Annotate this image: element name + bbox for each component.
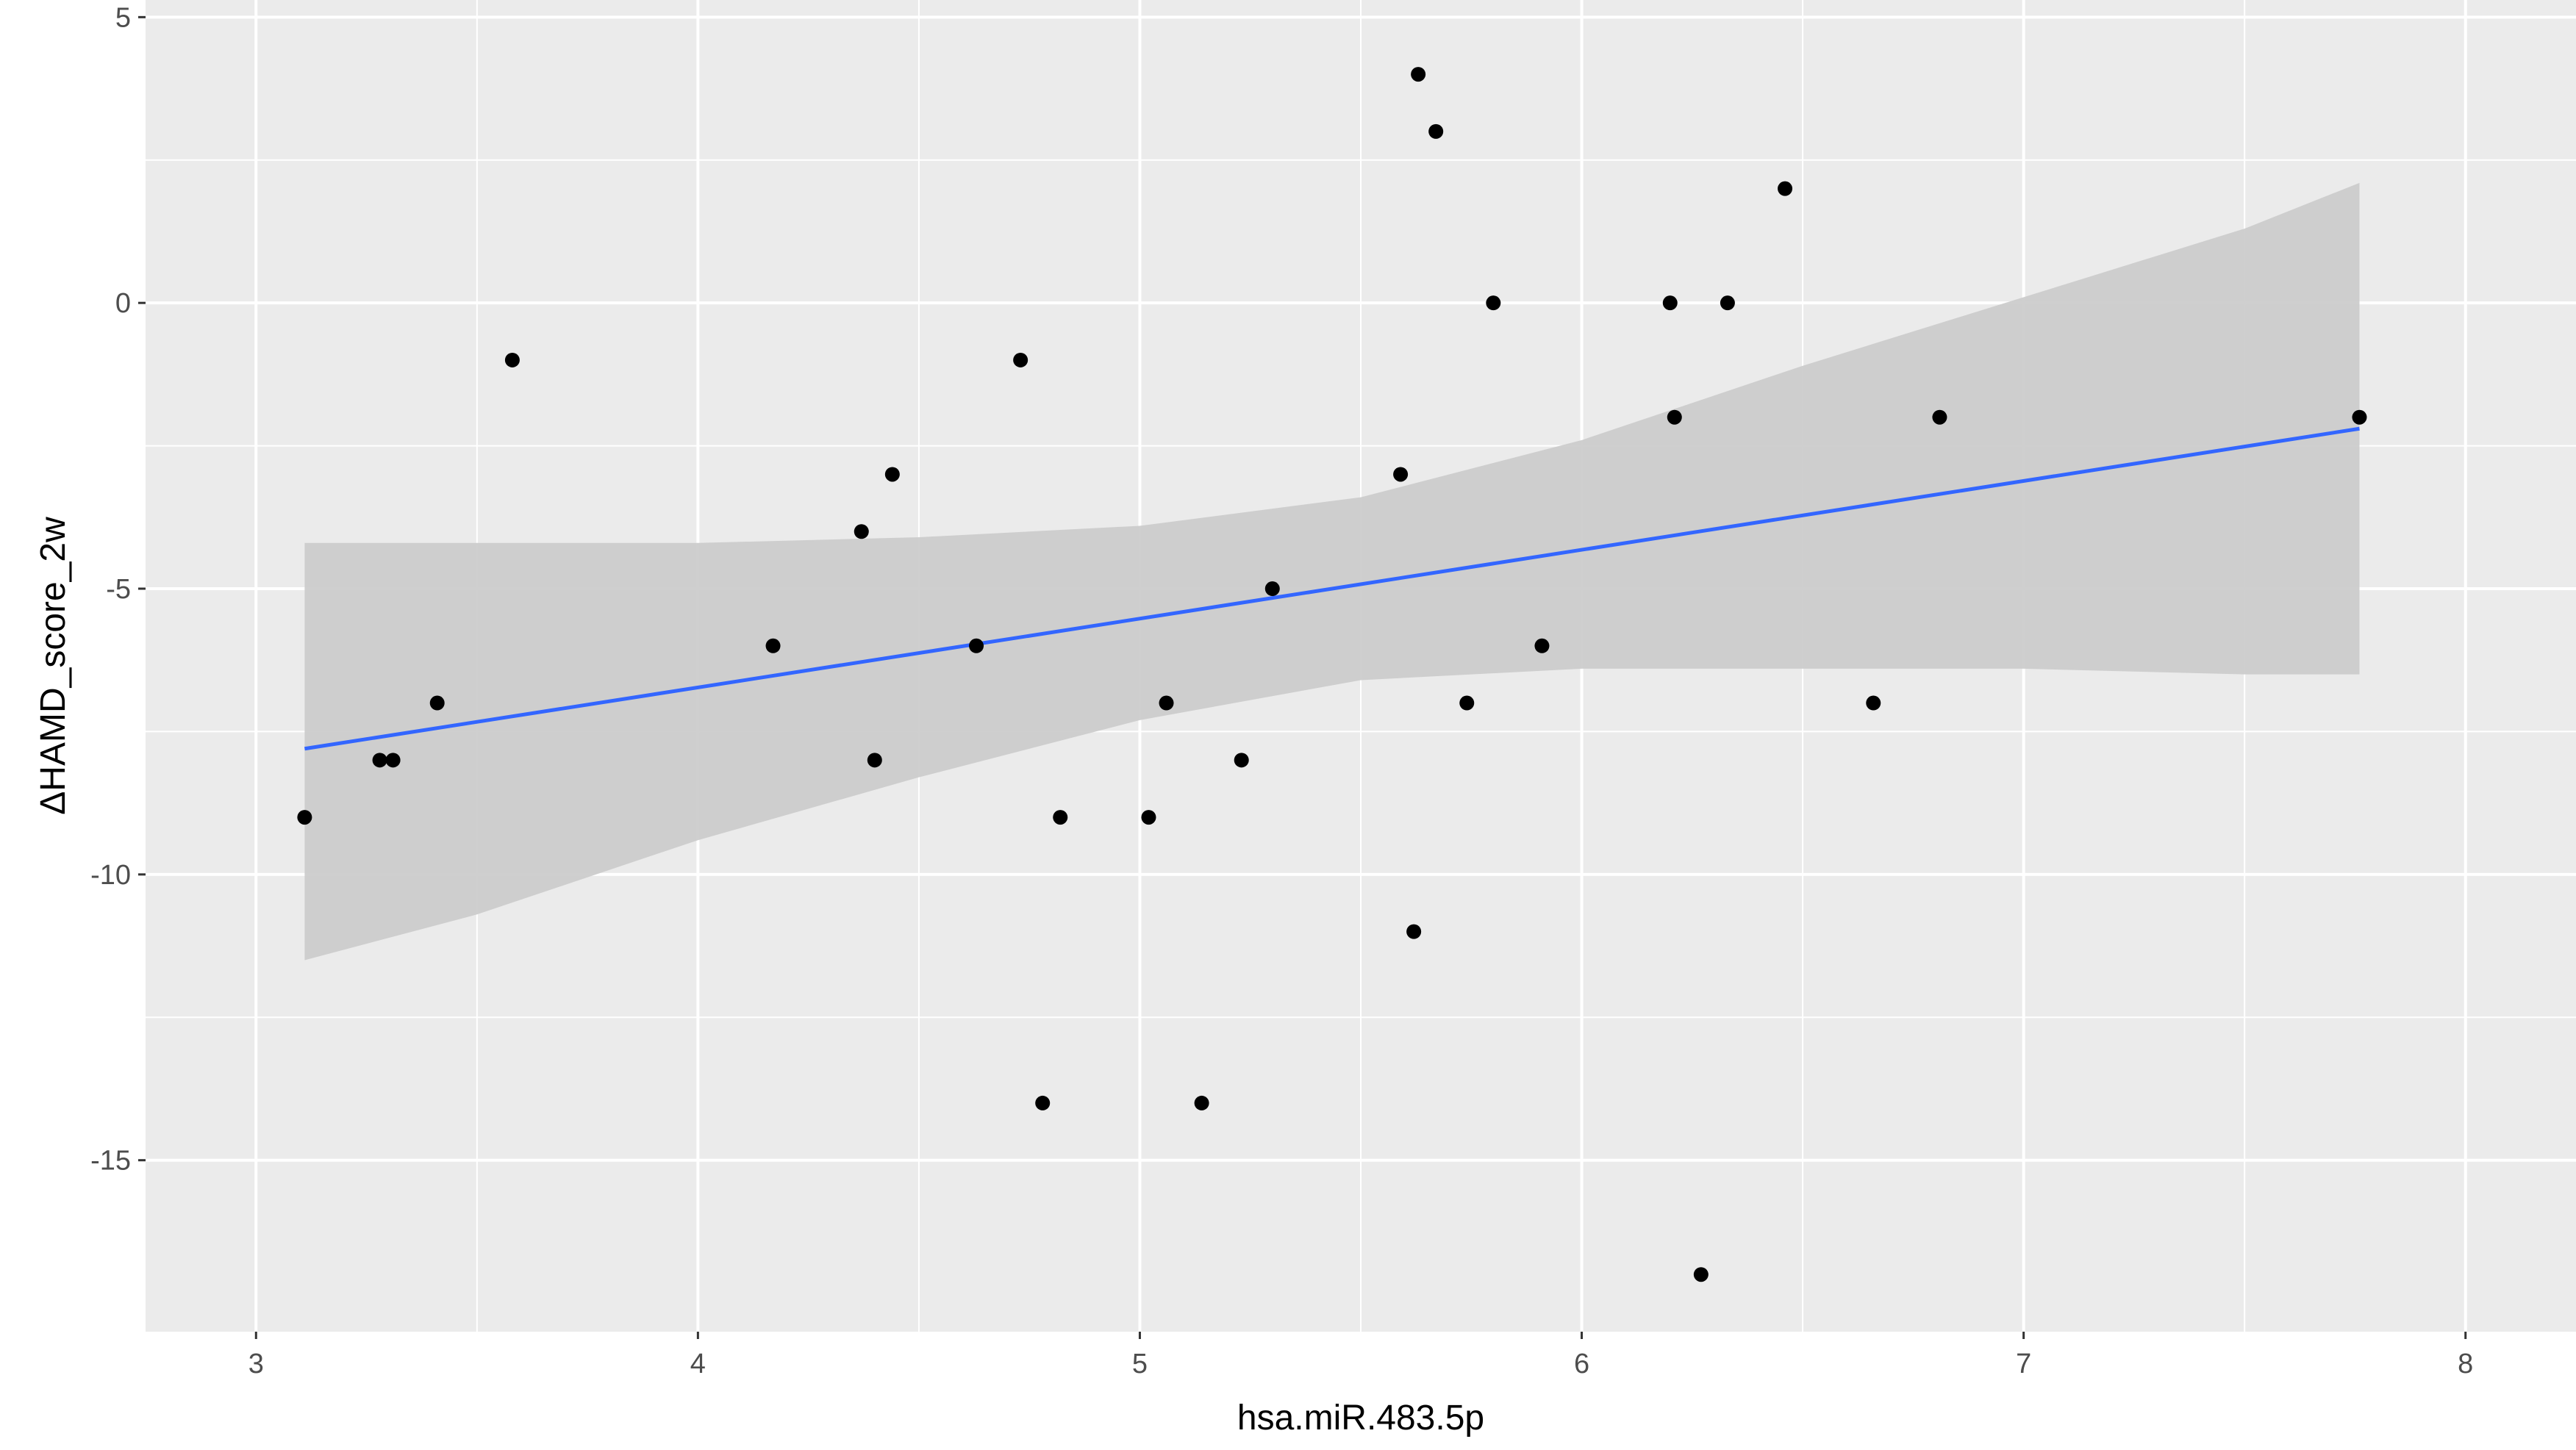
data-point	[1234, 753, 1249, 768]
data-point	[1264, 581, 1280, 597]
x-axis-ticks: 3 4 5 6 7 8	[248, 1332, 2473, 1379]
data-point	[385, 753, 401, 768]
y-tick-label: 5	[115, 2, 131, 33]
data-point	[1662, 295, 1678, 311]
data-point	[1053, 810, 1068, 825]
x-tick-label: 3	[248, 1349, 264, 1379]
data-point	[1406, 924, 1422, 939]
y-axis-ticks: 5 0 -5 -10 -15	[90, 2, 146, 1177]
data-point	[969, 638, 984, 653]
data-point	[1720, 295, 1735, 311]
data-point	[1411, 67, 1426, 82]
y-axis-title: ΔHAMD_score_2w	[34, 517, 73, 815]
x-tick-label: 6	[1574, 1349, 1589, 1379]
data-point	[429, 695, 445, 711]
y-tick-label: 0	[115, 288, 131, 319]
data-point	[1932, 409, 1947, 425]
data-point	[1159, 695, 1174, 711]
data-point	[504, 352, 520, 367]
y-tick-label: -10	[90, 860, 131, 891]
confidence-band	[304, 182, 2360, 961]
x-tick-label: 4	[690, 1349, 706, 1379]
data-point	[867, 753, 882, 768]
x-tick-label: 8	[2458, 1349, 2473, 1379]
data-point	[1866, 695, 1881, 711]
data-point	[1486, 295, 1501, 311]
data-point	[297, 810, 312, 825]
x-tick-label: 5	[1132, 1349, 1148, 1379]
data-point	[1667, 409, 1682, 425]
data-point	[2352, 409, 2367, 425]
data-point	[1393, 467, 1409, 482]
data-points	[297, 67, 2367, 1282]
x-axis-title: hsa.miR.483.5p	[1237, 1399, 1484, 1438]
data-point	[1141, 810, 1156, 825]
data-point	[1693, 1267, 1709, 1282]
data-point	[372, 753, 387, 768]
regression-line	[304, 426, 2360, 751]
data-point	[1013, 352, 1028, 367]
data-point	[1534, 638, 1550, 653]
data-point	[1194, 1095, 1209, 1110]
data-point	[1778, 181, 1793, 196]
data-point	[1428, 123, 1444, 139]
y-tick-label: -15	[90, 1146, 131, 1177]
data-point	[854, 524, 869, 539]
data-point	[765, 638, 781, 653]
data-point	[884, 467, 900, 482]
y-tick-label: -5	[106, 574, 131, 605]
data-point	[1035, 1095, 1051, 1110]
data-point	[1459, 695, 1475, 711]
x-tick-label: 7	[2016, 1349, 2031, 1379]
